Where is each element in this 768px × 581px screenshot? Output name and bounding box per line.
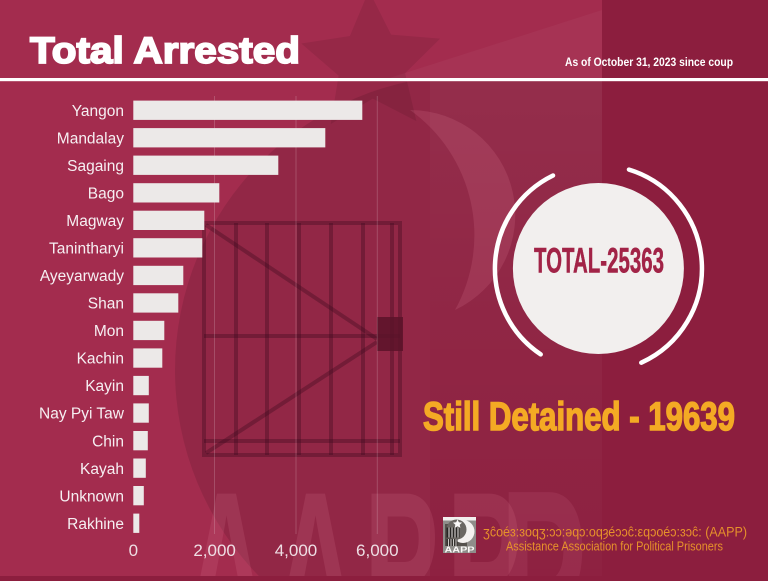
- svg-text:6,000: 6,000: [356, 541, 399, 560]
- svg-text:Rakhine: Rakhine: [67, 516, 124, 533]
- svg-text:ʒĉoéɜ:ɜoqʒ:ɔɔ:əqɔ:oqȝéɔɔĉ:εqɔo: ʒĉoéɜ:ɜoqʒ:ɔɔ:əqɔ:oqȝéɔɔĉ:εqɔoéɔ:ɜɔĉ: (A…: [483, 525, 747, 540]
- svg-text:AAPP: AAPP: [186, 449, 530, 576]
- svg-text:Kayah: Kayah: [80, 461, 124, 478]
- svg-text:Ayeyarwady: Ayeyarwady: [40, 268, 124, 285]
- svg-text:Sagaing: Sagaing: [67, 158, 124, 175]
- svg-text:Chin: Chin: [92, 433, 124, 450]
- svg-text:Unknown: Unknown: [59, 488, 124, 505]
- svg-text:4,000: 4,000: [275, 541, 318, 560]
- svg-text:Kachin: Kachin: [77, 351, 124, 368]
- svg-text:Shan: Shan: [88, 296, 124, 313]
- svg-text:Total Arrested: Total Arrested: [30, 29, 300, 71]
- svg-text:As of October 31, 2023 since: As of October 31, 2023 since coup: [565, 57, 733, 69]
- svg-text:P: P: [500, 436, 587, 576]
- svg-text:0: 0: [129, 541, 138, 560]
- svg-text:Yangon: Yangon: [72, 103, 124, 120]
- svg-text:Still Detained - 19639: Still Detained - 19639: [423, 395, 735, 439]
- svg-text:TOTAL-25363: TOTAL-25363: [534, 242, 664, 281]
- svg-text:2,000: 2,000: [193, 541, 236, 560]
- svg-text:Tanintharyi: Tanintharyi: [49, 241, 124, 258]
- svg-text:Assistance Association for Pol: Assistance Association for Political Pri…: [506, 540, 723, 554]
- svg-text:Nay Pyi Taw: Nay Pyi Taw: [39, 406, 125, 423]
- svg-text:Mandalay: Mandalay: [57, 130, 124, 147]
- svg-text:Kayin: Kayin: [85, 378, 124, 395]
- svg-text:Mon: Mon: [94, 323, 124, 340]
- svg-text:Magway: Magway: [66, 213, 124, 230]
- svg-text:AAPP: AAPP: [445, 545, 475, 555]
- svg-text:Bago: Bago: [88, 186, 124, 203]
